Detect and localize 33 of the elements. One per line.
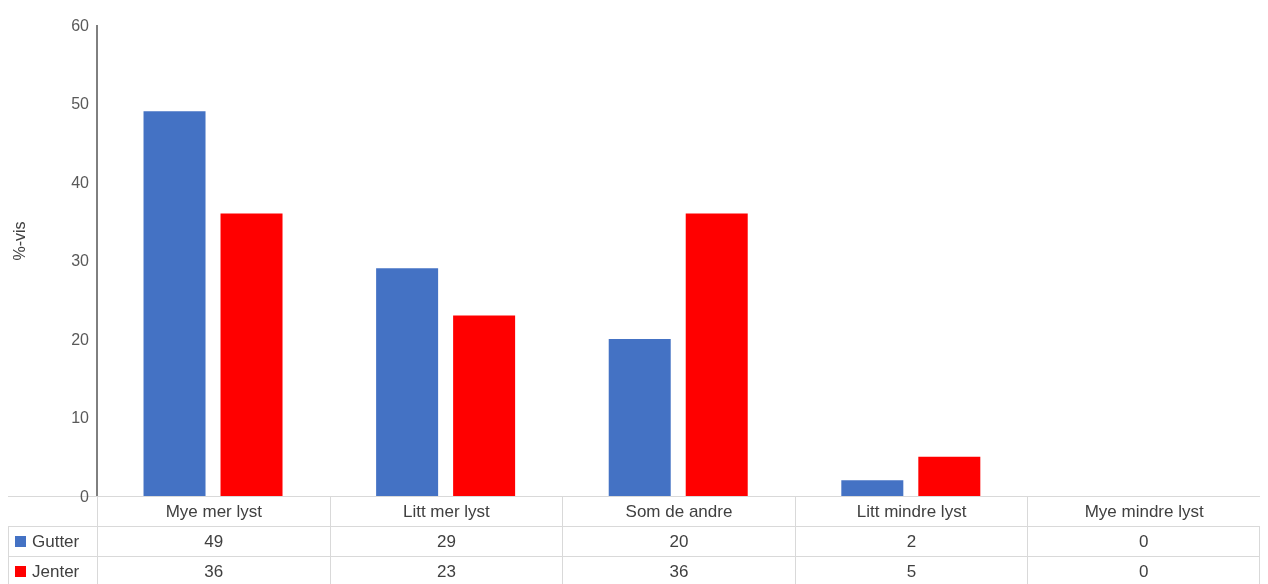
x-tick-label: Mye mer lyst [97, 497, 330, 527]
data-label: 49 [97, 527, 330, 557]
legend-label: Gutter [32, 531, 80, 552]
y-axis-title: %-vis [10, 221, 28, 261]
y-tick-label: 0 [80, 487, 90, 505]
x-tick-label: Mye mindre lyst [1027, 497, 1260, 527]
y-tick-label: 20 [71, 330, 90, 348]
bar [220, 213, 283, 496]
data-label: 0 [1027, 557, 1260, 584]
x-tick-label: Som de andre [562, 497, 795, 527]
data-label: 36 [97, 557, 330, 584]
x-tick-label: Litt mindre lyst [794, 497, 1028, 527]
legend-label: Jenter [32, 561, 80, 582]
bar [143, 111, 206, 496]
y-tick-label: 60 [71, 16, 90, 34]
y-tick-label: 10 [71, 409, 90, 427]
data-label: 0 [1027, 527, 1260, 557]
data-label: 36 [562, 557, 795, 584]
bar [918, 456, 981, 496]
bar [453, 315, 516, 496]
data-label: 2 [794, 527, 1028, 557]
data-label: 5 [794, 557, 1028, 584]
bar [841, 480, 904, 496]
y-tick-label: 40 [71, 173, 90, 191]
bar [376, 268, 439, 496]
y-tick-label: 50 [71, 95, 90, 113]
data-label: 23 [329, 557, 563, 584]
y-tick-label: 30 [71, 252, 90, 270]
data-label: 29 [329, 527, 563, 557]
x-tick-label: Litt mer lyst [329, 497, 563, 527]
bar [608, 339, 671, 496]
bar [685, 213, 748, 496]
data-label: 20 [562, 527, 795, 557]
